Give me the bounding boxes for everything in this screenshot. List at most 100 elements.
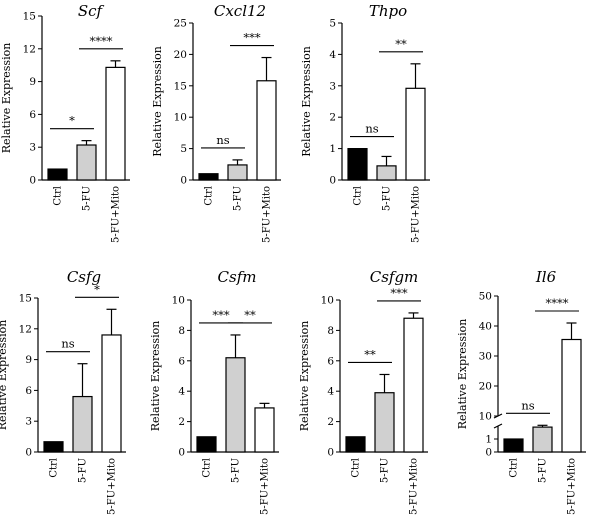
y-tick-label: 0 <box>327 447 334 459</box>
significance-label: **** <box>90 34 113 48</box>
y-tick-label: 20 <box>479 381 492 393</box>
significance-label: * <box>69 114 75 128</box>
y-axis-label: Relative Expression <box>0 43 13 154</box>
bar-1 <box>196 436 217 453</box>
axis-break-mark <box>493 423 503 429</box>
significance-label: ** <box>244 308 256 322</box>
y-tick-label: 15 <box>23 11 36 23</box>
significance-label: ns <box>521 398 534 412</box>
bar-1 <box>47 168 68 181</box>
significance-label: *** <box>390 286 408 300</box>
y-tick-label: 3 <box>25 416 32 428</box>
significance-label: ns <box>61 337 74 351</box>
y-tick-label: 0 <box>29 175 36 187</box>
bar-3 <box>101 334 122 453</box>
y-tick-label: 0 <box>329 175 336 187</box>
category-label: 5-FU+Mito <box>107 458 118 515</box>
bar-1 <box>503 438 524 453</box>
y-tick-label: 2 <box>327 416 334 428</box>
category-label: 5-FU+Mito <box>111 186 122 243</box>
category-label: 5-FU <box>82 186 93 211</box>
bar-3 <box>561 338 582 453</box>
significance-label: *** <box>212 308 230 322</box>
bar-3 <box>105 66 126 181</box>
bar-1 <box>198 173 219 181</box>
y-tick-label: 3 <box>329 80 336 92</box>
category-label: Ctrl <box>49 458 60 478</box>
category-label: 5-FU+Mito <box>567 458 578 515</box>
y-axis-label: Relative Expression <box>151 46 164 157</box>
bar-3 <box>403 317 424 453</box>
category-label: 5-FU <box>78 458 89 483</box>
significance-label: * <box>94 282 100 296</box>
bar-1 <box>43 441 64 453</box>
bar-3 <box>254 407 275 453</box>
chart-panel-7: Il6 Relative Expression 01 10 20 30 40 50 Ctrl 5-… <box>456 268 586 515</box>
bar-3 <box>405 87 426 181</box>
bar-2 <box>376 165 397 181</box>
y-tick-label: 12 <box>19 323 32 335</box>
y-axis-label: Relative Expression <box>298 321 311 432</box>
significance-label: ** <box>364 347 376 361</box>
y-axis-label: Relative Expression <box>149 321 162 432</box>
chart-panel-2: Cxcl12 Relative Expression 0 5 10 15 20 25 Ctrl 5… <box>151 2 281 243</box>
bar-2 <box>72 395 93 453</box>
chart-title: Il6 <box>535 268 557 286</box>
y-tick-label: 9 <box>29 76 36 88</box>
y-tick-label: 10 <box>321 295 334 307</box>
category-label: 5-FU+Mito <box>262 186 273 243</box>
chart-title: Cxcl12 <box>214 2 266 20</box>
category-label: 5-FU <box>380 458 391 483</box>
category-label: Ctrl <box>202 458 213 478</box>
y-tick-label: 30 <box>479 351 492 363</box>
y-tick-label: 5 <box>180 143 187 155</box>
y-tick-label: 6 <box>29 109 36 121</box>
bar-2 <box>225 357 246 453</box>
y-tick-label: 8 <box>178 325 185 337</box>
significance-label: ** <box>395 37 407 51</box>
bar-1 <box>345 436 366 453</box>
y-tick-label: 6 <box>178 355 185 367</box>
y-tick-label: 20 <box>174 49 187 61</box>
bar-1 <box>347 148 368 181</box>
category-label: Ctrl <box>509 458 520 478</box>
chart-title: Csfg <box>67 268 101 286</box>
category-label: Ctrl <box>204 186 215 206</box>
bar-3 <box>256 80 277 181</box>
chart-panel-1: Scf Relative Expression 0 3 6 9 12 15 Ctrl 5-FU 5-… <box>0 2 130 243</box>
y-tick-label: 4 <box>329 49 336 61</box>
chart-title: Thpo <box>369 2 407 20</box>
chart-title: Scf <box>78 2 105 20</box>
y-tick-label: 6 <box>25 385 32 397</box>
chart-title: Csfm <box>218 268 257 286</box>
y-tick-label: 40 <box>479 321 492 333</box>
y-tick-label: 10 <box>174 112 187 124</box>
category-label: 5-FU <box>382 186 393 211</box>
y-tick-label: 3 <box>29 142 36 154</box>
bar-2 <box>76 144 97 181</box>
category-label: 5-FU+Mito <box>260 458 271 515</box>
y-tick-label: 0 <box>25 447 32 459</box>
bar-2 <box>227 164 248 181</box>
category-label: 5-FU+Mito <box>409 458 420 515</box>
y-axis-label: Relative Expression <box>0 320 9 431</box>
y-tick-label: 1 <box>485 434 492 446</box>
category-label: 5-FU <box>231 458 242 483</box>
y-tick-label: 10 <box>172 295 185 307</box>
category-label: 5-FU <box>233 186 244 211</box>
chart-title: Csfgm <box>370 268 419 286</box>
y-tick-label: 1 <box>329 143 336 155</box>
y-tick-label: 0 <box>180 175 187 187</box>
y-axis-label: Relative Expression <box>300 46 313 157</box>
y-tick-label: 0 <box>178 447 185 459</box>
significance-label: ns <box>365 122 378 136</box>
y-tick-label: 6 <box>327 355 334 367</box>
chart-panel-5: Csfm Relative Expression 0 2 4 6 8 10 Ctrl 5-FU 5-… <box>149 268 279 515</box>
y-tick-label: 0 <box>485 447 492 459</box>
chart-panel-3: Thpo Relative Expression 0 1 2 3 4 5 Ctrl 5-FU 5-F… <box>300 2 430 243</box>
y-tick-label: 15 <box>174 80 187 92</box>
y-tick-label: 25 <box>174 18 187 30</box>
y-tick-label: 4 <box>327 386 334 398</box>
chart-panel-6: Csfgm Relative Expression 0 2 4 6 8 10 Ctrl 5-FU 5… <box>298 268 428 515</box>
y-tick-label: 8 <box>327 325 334 337</box>
